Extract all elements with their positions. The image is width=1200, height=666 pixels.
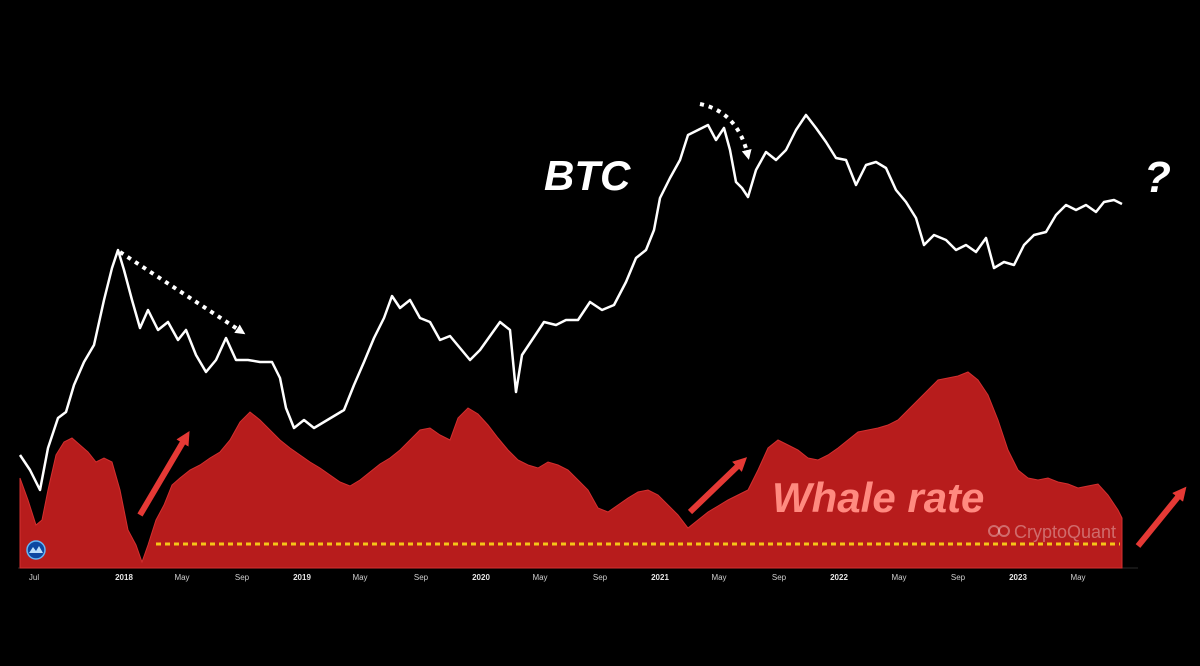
x-tick-label: Jul (29, 573, 39, 582)
question-mark: ? (1144, 153, 1171, 202)
x-tick-label: May (1070, 573, 1085, 582)
x-tick-label: 2020 (472, 573, 490, 582)
x-tick-label: May (891, 573, 906, 582)
x-tick-label: 2021 (651, 573, 669, 582)
x-tick-label: Sep (414, 573, 429, 582)
btc-label: BTC (544, 152, 631, 199)
uptrend-arrow-2021 (687, 457, 748, 515)
x-tick-label: Sep (593, 573, 608, 582)
watermark: CryptoQuant (988, 522, 1116, 542)
cryptoquant-logo-icon (988, 525, 1010, 537)
whale-rate-area (19, 371, 1123, 569)
uptrend-arrow-2023 (1135, 486, 1187, 548)
x-axis-ticks: Jul 2018 May Sep 2019 May Sep 2020 May Sep 2021 May… (29, 573, 1086, 582)
x-tick-label: May (352, 573, 367, 582)
watermark-text: CryptoQuant (1014, 522, 1116, 542)
cryptoquant-badge-icon (26, 540, 46, 560)
x-tick-label: 2018 (115, 573, 133, 582)
x-tick-label: May (532, 573, 547, 582)
x-tick-label: 2019 (293, 573, 311, 582)
x-tick-label: Sep (951, 573, 966, 582)
whale-rate-label: Whale rate (772, 474, 984, 521)
x-tick-label: 2023 (1009, 573, 1027, 582)
x-tick-label: 2022 (830, 573, 848, 582)
uptrend-arrow-2018 (137, 430, 190, 517)
x-tick-label: May (174, 573, 189, 582)
x-tick-label: Sep (772, 573, 787, 582)
x-tick-label: Sep (235, 573, 250, 582)
x-tick-label: May (711, 573, 726, 582)
downtrend-arrow-2018 (118, 250, 246, 335)
btc-price-line (18, 113, 1123, 492)
